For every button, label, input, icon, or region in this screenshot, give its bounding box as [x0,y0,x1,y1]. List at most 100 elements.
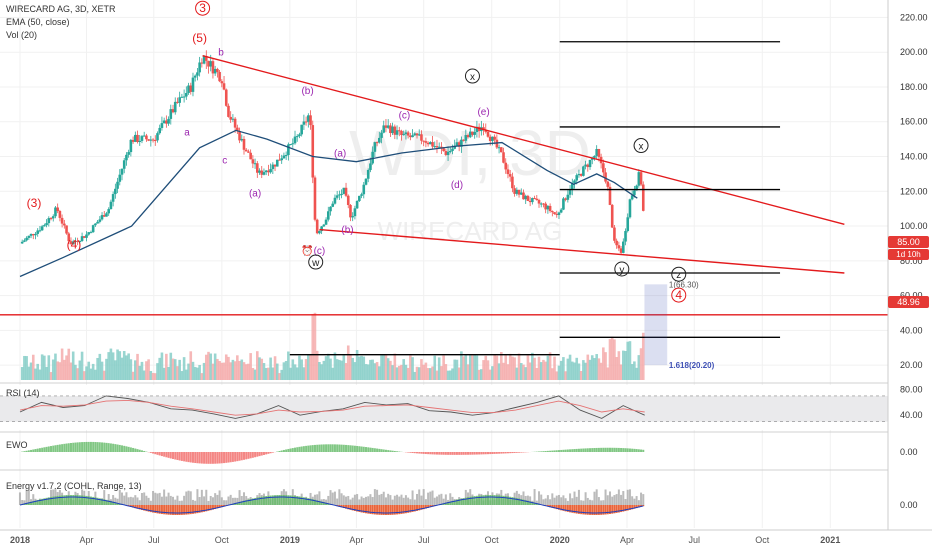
energy-bar [176,495,179,505]
ewo-bar [464,452,467,455]
ewo-bar [154,452,157,455]
volume-bar [149,371,153,380]
volume-bar [366,364,370,380]
volume-bar [477,369,481,380]
energy-delta-bar [105,499,108,505]
ewo-bar [546,450,549,452]
energy-delta-bar [575,505,578,514]
candle-body [213,68,217,74]
ewo-bar [615,447,618,452]
energy-bar [329,490,332,505]
ewo-bar [300,446,303,452]
volume-bar [437,357,441,380]
ewo-bar [291,448,294,452]
volume-bar [353,362,357,380]
candle-body [249,152,252,160]
candle-body [56,207,59,212]
ewo-bar [234,452,237,462]
energy-delta-bar [600,505,603,515]
volume-bar [460,351,463,380]
candle-body [362,184,366,195]
energy-bar [338,489,341,505]
energy-delta-bar [522,499,525,505]
candle-body [304,121,308,123]
volume-bar [227,356,230,380]
candle-body [162,120,166,124]
candle-body [51,216,55,219]
volume-bar [389,360,392,380]
ewo-bar [85,441,88,452]
energy-bar [535,500,538,505]
ewo-bar [267,452,270,454]
energy-bar [522,491,525,505]
ewo-bar [495,452,498,454]
volume-bar [315,350,319,380]
candle-body [247,151,250,153]
volume-bar [519,363,523,380]
volume-bar [295,367,299,380]
energy-bar [325,499,328,505]
ewo-bar [129,447,132,452]
candle-body [224,89,228,106]
candle-body [433,146,437,148]
candle-body [96,221,99,224]
candle-body [457,142,461,147]
candle-body [522,192,525,200]
volume-bar [82,371,86,380]
candle-body [29,234,33,236]
volume-bar [114,360,117,380]
ewo-bar [617,447,620,452]
volume-bar [302,367,306,380]
energy-bar [438,494,441,505]
candle-body [329,206,332,212]
energy-delta-bar [369,505,372,514]
energy-delta-bar [367,505,370,514]
candle-body [593,155,596,158]
energy-bar [580,500,583,505]
energy-bar [32,494,35,505]
wave-label: b [218,48,224,59]
ewo-bar [637,449,640,452]
energy-bar [322,499,325,505]
ewo-bar [560,449,563,452]
ewo-bar [211,452,214,464]
energy-delta-bar [92,496,95,505]
energy-bar [407,497,410,505]
wave-circle [633,138,649,154]
energy-delta-bar [515,498,518,505]
ewo-bar [540,451,543,452]
rsi-tick-label: 80.00 [900,385,923,395]
energy-bar [160,496,163,505]
ewo-bar [329,444,332,452]
candle-body [258,170,261,173]
volume-bar [371,359,374,380]
candle-body [446,151,450,155]
ewo-bar [65,443,68,452]
candle-body [542,203,545,205]
energy-delta-bar [602,505,605,515]
volume-bar [74,364,77,380]
energy-delta-bar [635,505,638,509]
energy-bar [183,495,186,505]
energy-bar [422,489,425,505]
energy-delta-bar [573,505,576,514]
candle-body [517,189,521,195]
energy-delta-bar [458,499,461,505]
volume-bars [20,312,645,380]
volume-bar [147,359,150,380]
volume-bar [204,354,208,380]
energy-bar [571,498,574,505]
volume-bar [158,357,162,380]
energy-bar [196,489,199,505]
energy-bar [362,497,365,505]
volume-bar [584,362,587,380]
ewo-bar [582,448,585,452]
candle-body [426,142,430,145]
candle-body [462,139,465,141]
volume-bar [307,354,310,380]
volume-bar [91,363,95,380]
energy-delta-bar [526,500,529,505]
energy-delta-bar [269,495,272,505]
volume-bar [94,369,97,380]
ewo-bar [435,452,438,455]
